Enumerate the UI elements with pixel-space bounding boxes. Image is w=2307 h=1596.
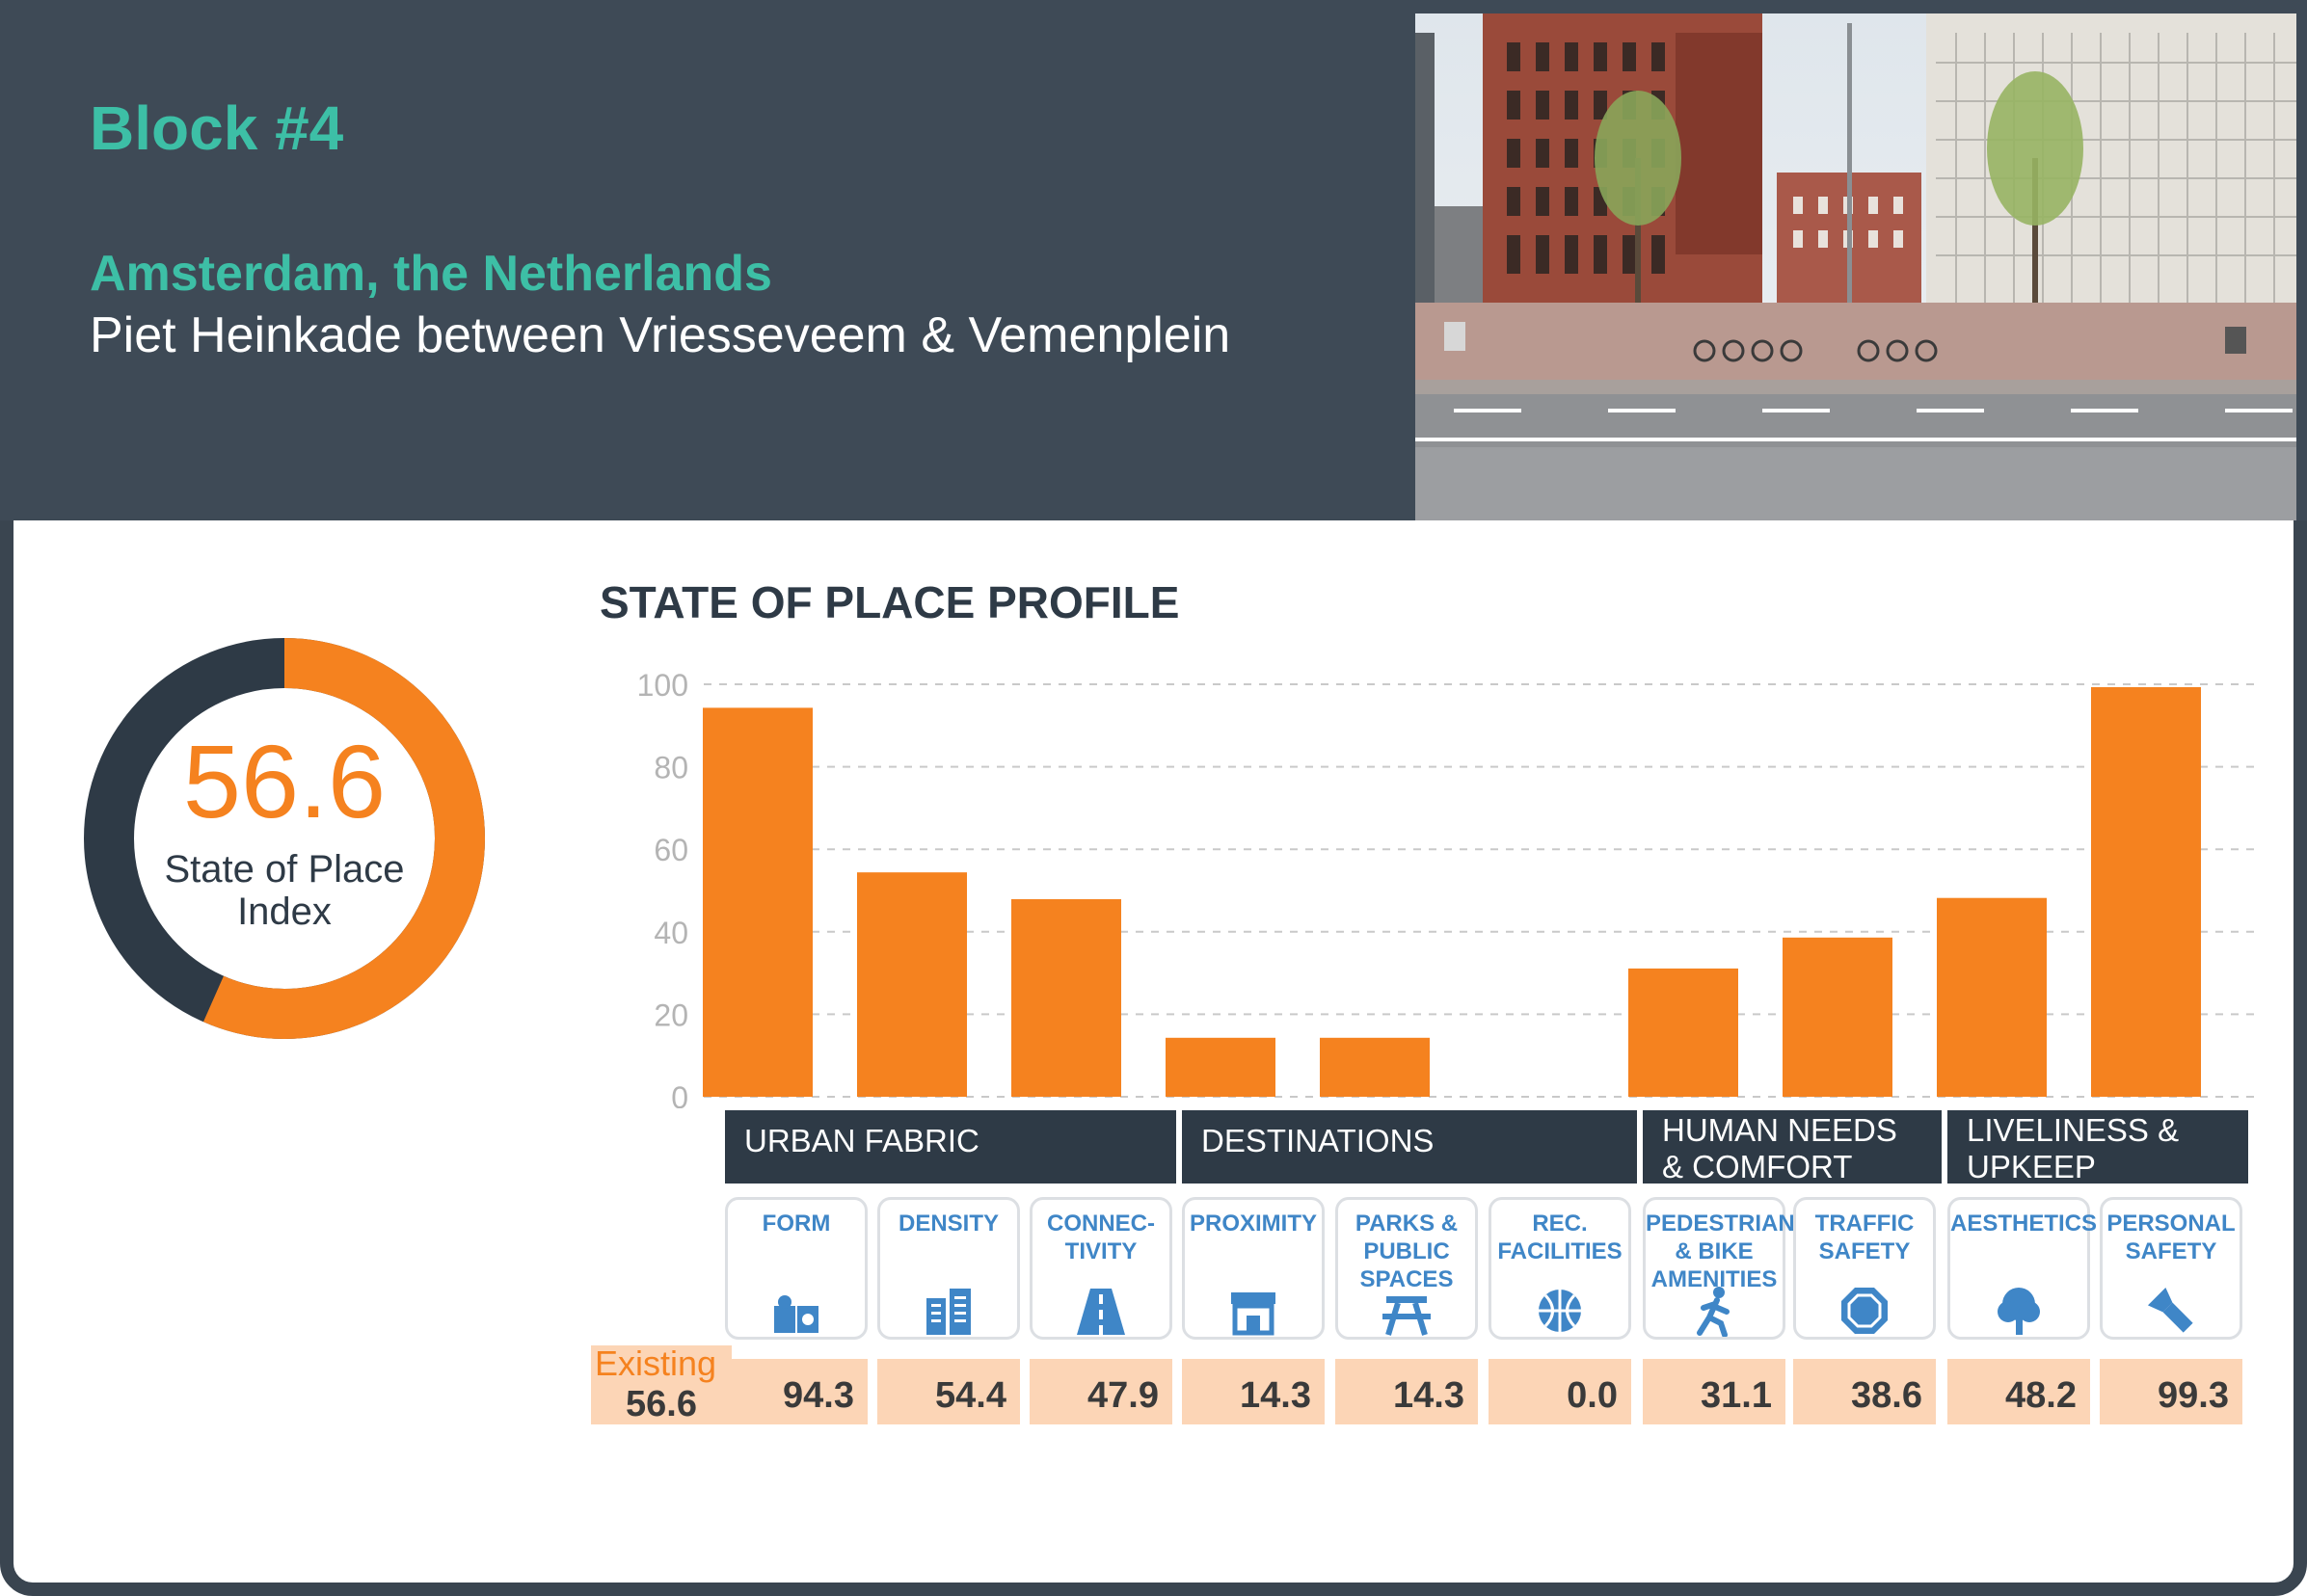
indicator-score: 0.0 bbox=[1489, 1359, 1631, 1424]
indicator-card-label: PARKS & PUBLIC SPACES bbox=[1355, 1210, 1459, 1292]
indicator-score: 14.3 bbox=[1335, 1359, 1478, 1424]
indicator-score: 38.6 bbox=[1793, 1359, 1936, 1424]
y-tick-label-40: 40 bbox=[654, 916, 688, 950]
indicator-card: PARKS & PUBLIC SPACES bbox=[1335, 1197, 1478, 1340]
indicator-card-label: FORM bbox=[762, 1210, 831, 1237]
indicator-card: REC. FACILITIES bbox=[1489, 1197, 1631, 1340]
road-icon bbox=[1077, 1289, 1125, 1335]
indicator-card-label: TRAFFIC SAFETY bbox=[1814, 1210, 1915, 1264]
storefront-icon bbox=[1231, 1292, 1275, 1336]
indicator-score: 54.4 bbox=[877, 1359, 1020, 1424]
index-label: State of Place Index bbox=[82, 848, 487, 933]
flashlight-icon bbox=[2147, 1287, 2193, 1333]
bar-traffic-safety bbox=[1783, 937, 1892, 1097]
bar-proximity bbox=[1166, 1037, 1275, 1097]
picnic-table-icon bbox=[1382, 1296, 1431, 1336]
bar-personal-safety bbox=[2091, 686, 2201, 1097]
index-label-line2: Index bbox=[237, 891, 332, 933]
tree-icon bbox=[1998, 1288, 2040, 1335]
indicator-card: DENSITY bbox=[877, 1197, 1020, 1340]
indicator-score: 99.3 bbox=[2100, 1359, 2242, 1424]
indicator-score: 14.3 bbox=[1182, 1359, 1325, 1424]
indicator-score: 31.1 bbox=[1643, 1359, 1785, 1424]
index-donut bbox=[84, 638, 485, 1039]
y-tick-label-100: 100 bbox=[637, 668, 688, 703]
existing-label: Existing bbox=[595, 1343, 717, 1383]
indicator-card: FORM bbox=[725, 1197, 868, 1340]
existing-value: 56.6 bbox=[626, 1384, 697, 1424]
indicator-card-label: PEDESTRIAN & BIKE AMENITIES bbox=[1646, 1210, 1795, 1292]
group-liveliness-line1: LIVELINESS & bbox=[1967, 1112, 2180, 1148]
group-liveliness: LIVELINESS & UPKEEP bbox=[1947, 1110, 2248, 1184]
stop-sign-icon bbox=[1841, 1288, 1888, 1334]
indicator-card-label: CONNEC- TIVITY bbox=[1047, 1210, 1155, 1264]
group-urban-fabric: URBAN FABRIC bbox=[725, 1110, 1176, 1184]
indicator-score: 47.9 bbox=[1030, 1359, 1172, 1424]
chart-title: STATE OF PLACE PROFILE bbox=[600, 577, 1180, 627]
indicator-card: AESTHETICS bbox=[1947, 1197, 2098, 1340]
indicator-card-label: PROXIMITY bbox=[1189, 1210, 1317, 1237]
indicator-score: 94.3 bbox=[725, 1359, 868, 1424]
indicator-card: PEDESTRIAN & BIKE AMENITIES bbox=[1643, 1197, 1795, 1340]
existing-score-box bbox=[591, 1345, 732, 1424]
group-human-needs: HUMAN NEEDS & COMFORT bbox=[1643, 1110, 1942, 1184]
indicator-card: PERSONAL SAFETY bbox=[2100, 1197, 2242, 1340]
y-tick-label-60: 60 bbox=[654, 833, 688, 867]
bar-density bbox=[857, 872, 967, 1097]
block-title: Block #4 bbox=[90, 93, 344, 163]
bar-connec-tivity bbox=[1011, 898, 1121, 1097]
index-value: 56.6 bbox=[182, 723, 387, 839]
indicator-card-label: AESTHETICS bbox=[1950, 1210, 2098, 1237]
index-label-line1: State of Place bbox=[164, 848, 405, 891]
group-human-needs-line2: & COMFORT bbox=[1662, 1149, 1853, 1184]
y-tick-label-80: 80 bbox=[654, 751, 688, 785]
bar-pedestrian-bike-amenities bbox=[1628, 968, 1738, 1097]
basketball-icon bbox=[1539, 1290, 1581, 1332]
y-tick-label-0: 0 bbox=[671, 1080, 688, 1108]
indicator-score: 48.2 bbox=[1947, 1359, 2090, 1424]
puzzle-icon bbox=[774, 1295, 818, 1333]
bar-aesthetics bbox=[1937, 897, 2047, 1097]
indicator-card: TRAFFIC SAFETY bbox=[1793, 1197, 1936, 1340]
donut-progress-arc bbox=[84, 638, 485, 1039]
street-label: Piet Heinkade between Vriesseveem & Veme… bbox=[90, 307, 1231, 363]
buildings-icon bbox=[926, 1289, 971, 1335]
bar-form bbox=[703, 707, 813, 1097]
indicator-card-label: REC. FACILITIES bbox=[1497, 1210, 1623, 1264]
indicator-card-label: PERSONAL SAFETY bbox=[2106, 1210, 2236, 1264]
indicator-card-label: DENSITY bbox=[898, 1210, 999, 1237]
bar-parks-public-spaces bbox=[1320, 1037, 1430, 1097]
group-liveliness-line2: UPKEEP bbox=[1967, 1149, 2096, 1184]
indicator-card: PROXIMITY bbox=[1182, 1197, 1325, 1340]
indicator-card: CONNEC- TIVITY bbox=[1030, 1197, 1172, 1340]
group-human-needs-line1: HUMAN NEEDS bbox=[1662, 1112, 1897, 1148]
profile-bar-chart: 0 20 40 60 80 100 bbox=[637, 668, 2256, 1108]
pedestrian-icon bbox=[1697, 1287, 1730, 1337]
city-label: Amsterdam, the Netherlands bbox=[90, 246, 772, 302]
group-destinations: DESTINATIONS bbox=[1182, 1110, 1637, 1184]
y-tick-label-20: 20 bbox=[654, 998, 688, 1032]
street-photo bbox=[1415, 13, 2296, 520]
